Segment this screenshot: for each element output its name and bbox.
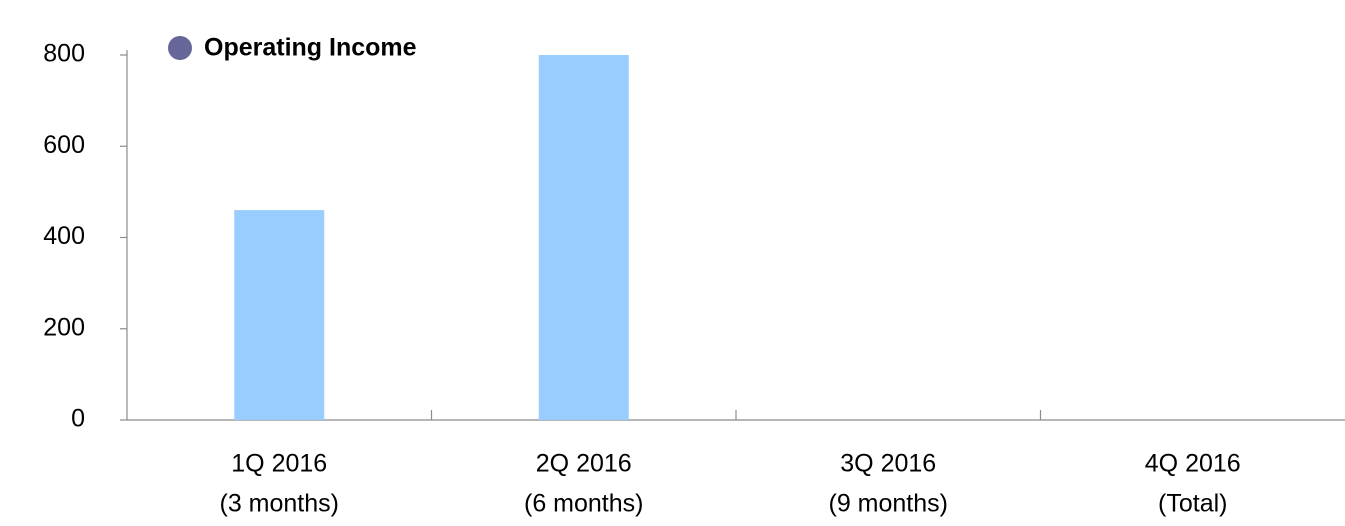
y-tick-label: 400 xyxy=(43,222,85,250)
y-tick-label: 0 xyxy=(71,405,85,433)
x-tick-note: (9 months) xyxy=(829,490,948,518)
legend-marker xyxy=(168,36,192,60)
x-tick-note: (6 months) xyxy=(524,490,643,518)
x-tick-note: (3 months) xyxy=(220,490,339,518)
bar xyxy=(234,210,325,420)
legend-label: Operating Income xyxy=(204,34,417,62)
x-tick-note: (Total) xyxy=(1158,490,1227,518)
y-tick-label: 600 xyxy=(43,131,85,159)
bar xyxy=(538,55,629,420)
x-tick-label: 2Q 2016 xyxy=(536,450,632,478)
x-tick-label: 3Q 2016 xyxy=(840,450,936,478)
x-tick-label: 4Q 2016 xyxy=(1145,450,1241,478)
y-tick-label: 800 xyxy=(43,40,85,68)
x-tick-label: 1Q 2016 xyxy=(231,450,327,478)
y-tick-label: 200 xyxy=(43,313,85,341)
